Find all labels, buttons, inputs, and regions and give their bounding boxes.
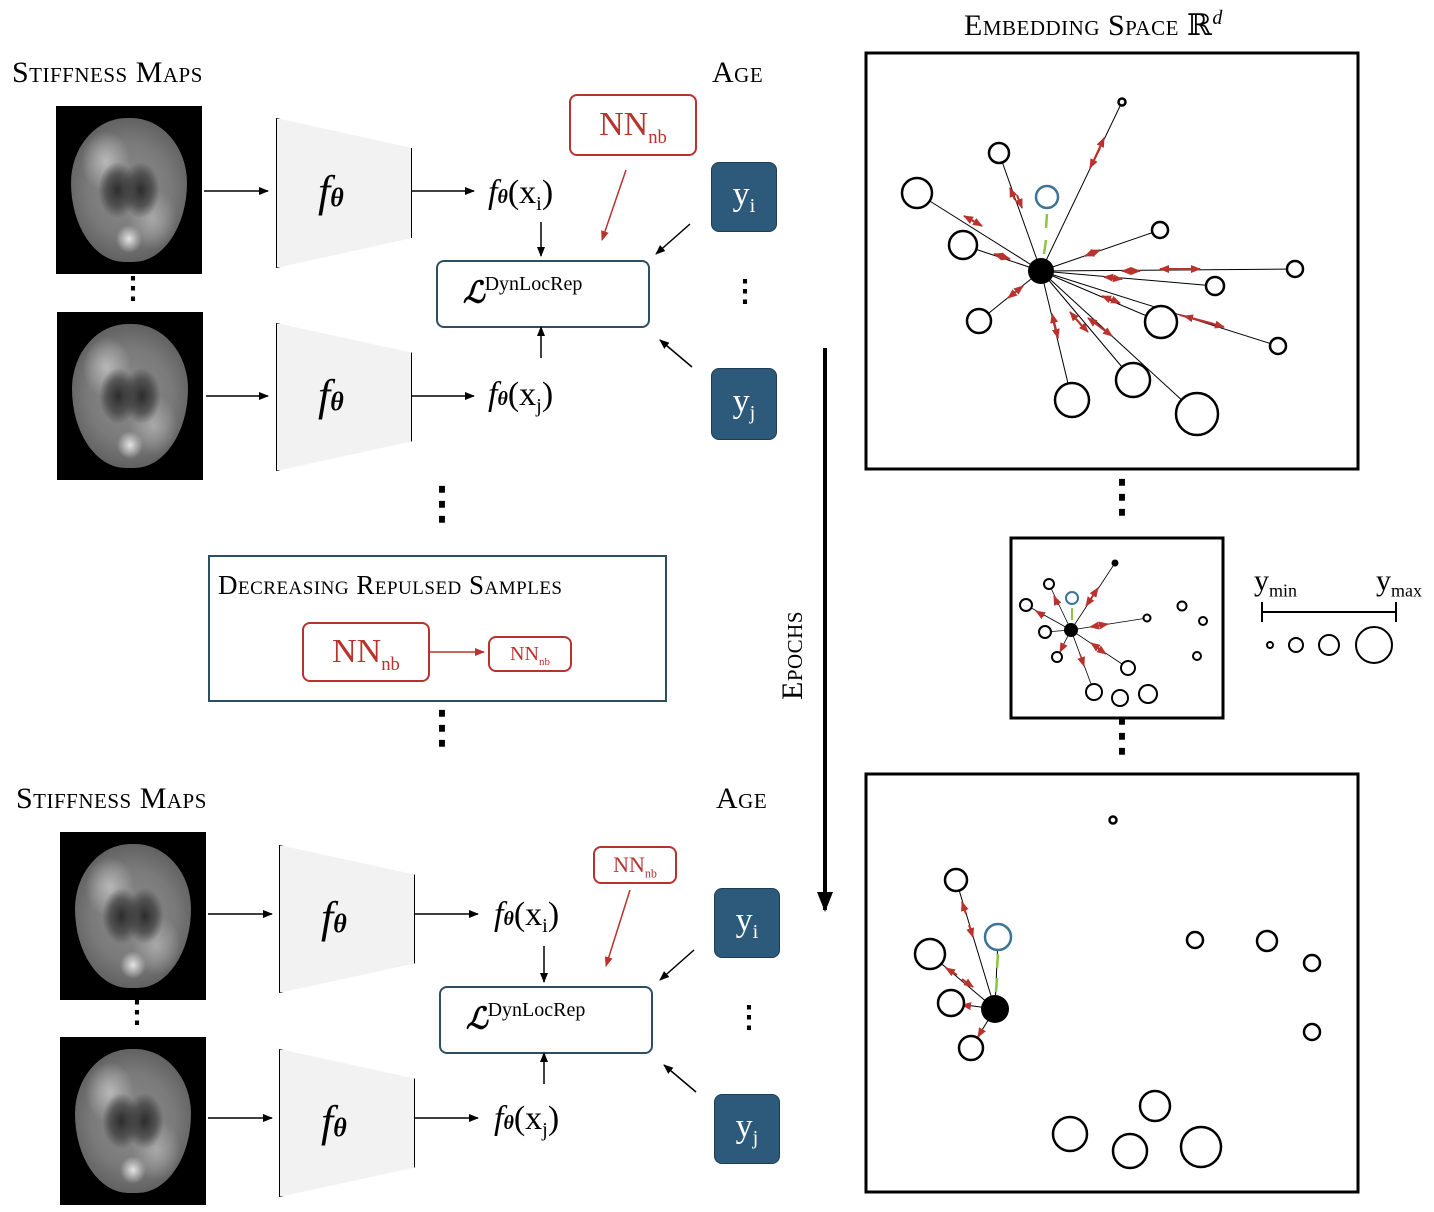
embedding-early bbox=[900, 97, 1305, 437]
decreasing-repulsed-box bbox=[208, 555, 667, 702]
stiffness-map-image-1 bbox=[56, 106, 202, 274]
encoder-label-1: fθ bbox=[318, 167, 344, 216]
encoder-label-2: fθ bbox=[318, 371, 344, 420]
legend-ymax: ymax bbox=[1376, 564, 1422, 601]
age-box-yi-top: yi bbox=[711, 162, 777, 232]
nn-box-bottom: NNnb bbox=[593, 846, 677, 884]
loss-box-top bbox=[436, 260, 650, 328]
embedding-frame-late bbox=[864, 772, 1360, 1194]
age-box-yj-bottom: yj bbox=[714, 1094, 780, 1164]
legend-scale bbox=[1261, 602, 1397, 664]
feature-xi-bottom: fθ(xi) bbox=[494, 896, 560, 938]
feature-xi-top: fθ(xi) bbox=[488, 174, 554, 216]
stiffness-map-image-3 bbox=[60, 832, 206, 1000]
embedding-frame-mid bbox=[1009, 536, 1225, 720]
age-box-yj-top: yj bbox=[711, 368, 777, 440]
stiffness-map-image-2 bbox=[57, 312, 203, 480]
embedding-mid bbox=[1019, 559, 1208, 707]
embedding-space-title: Embedding Space ℝd bbox=[964, 7, 1223, 42]
embedding-frame-early bbox=[864, 51, 1360, 471]
pipeline-arrows-top bbox=[204, 187, 693, 400]
encoder-label-4: fθ bbox=[321, 1097, 347, 1146]
feature-xj-bottom: fθ(xj) bbox=[494, 1100, 560, 1142]
stiffness-map-image-4 bbox=[60, 1037, 206, 1205]
stiffness-maps-title-top: Stiffness Maps bbox=[12, 56, 203, 89]
nn-arrow-top bbox=[601, 169, 627, 241]
age-box-yi-bottom: yi bbox=[714, 888, 780, 958]
decreasing-repulsed-title: Decreasing Repulsed Samples bbox=[218, 570, 563, 600]
nn-box-small: NNnb bbox=[488, 636, 572, 672]
loss-label-bottom: ℒDynLocRep bbox=[466, 999, 586, 1037]
age-title-bottom: Age bbox=[716, 782, 768, 815]
nn-arrow-bottom bbox=[604, 889, 631, 967]
embedding-late bbox=[913, 815, 1322, 1170]
nn-box-large: NNnb bbox=[302, 622, 430, 682]
encoder-bottom-1 bbox=[279, 845, 415, 993]
legend-ymin: ymin bbox=[1254, 564, 1298, 601]
encoder-label-3: fθ bbox=[321, 893, 347, 942]
nn-box-top: NNnb bbox=[569, 94, 697, 156]
age-title-top: Age bbox=[712, 56, 764, 89]
loss-label-top: ℒDynLocRep bbox=[463, 273, 583, 311]
loss-box-bottom bbox=[439, 986, 653, 1054]
pipeline-arrows-bottom bbox=[208, 910, 697, 1122]
feature-xj-top: fθ(xj) bbox=[488, 376, 554, 418]
stiffness-maps-title-bottom: Stiffness Maps bbox=[16, 782, 207, 815]
